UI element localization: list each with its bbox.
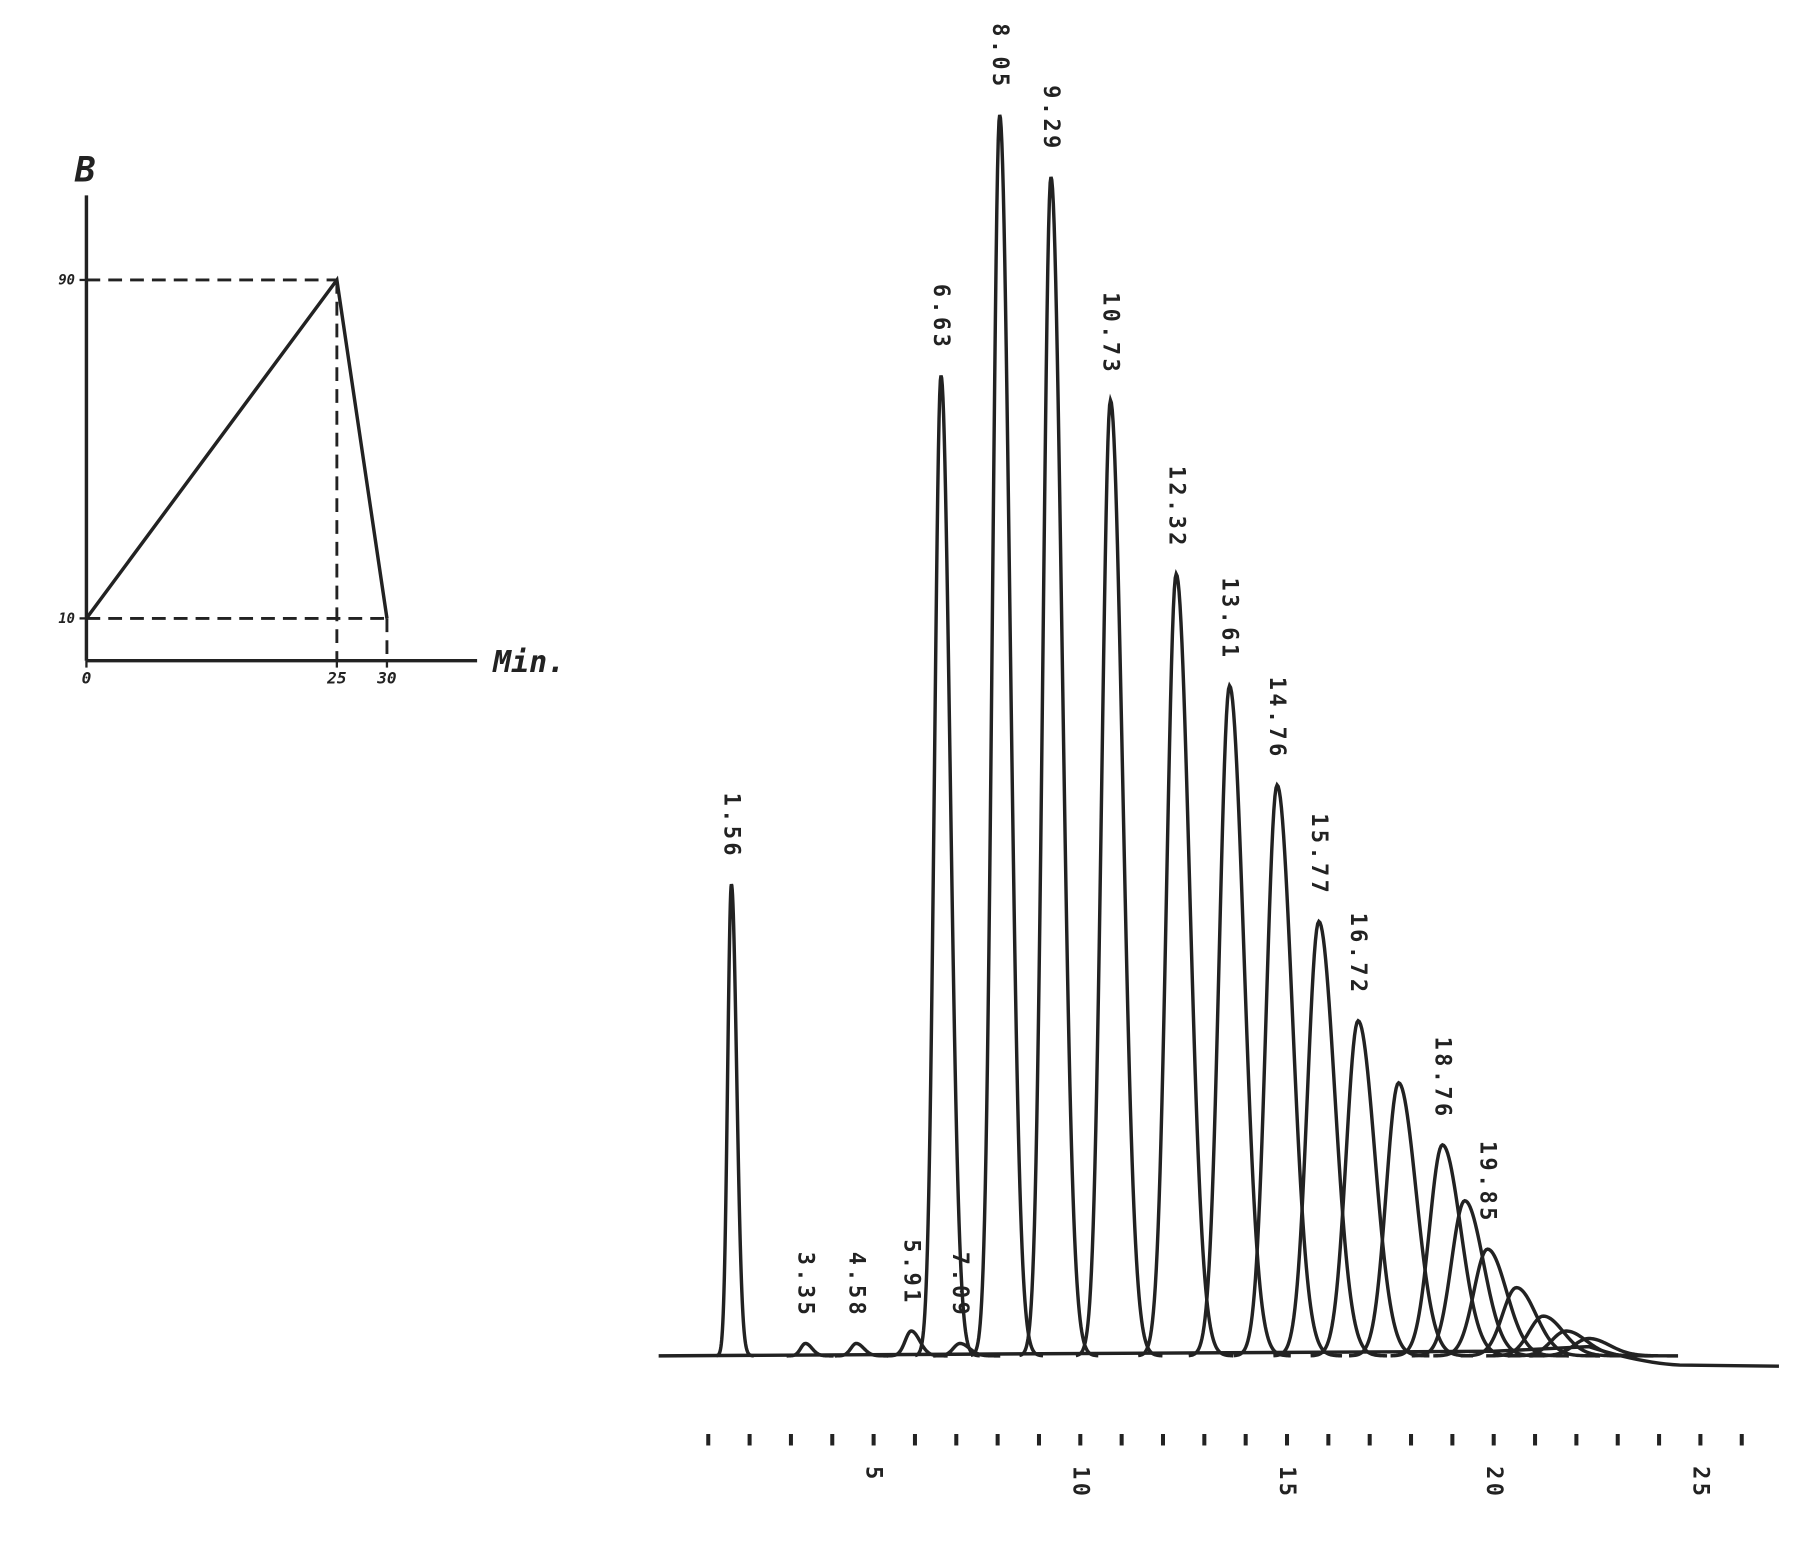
- peak-label: 18.76: [1430, 1037, 1455, 1120]
- baseline: [658, 1344, 1779, 1368]
- peak-label: 19.85: [1475, 1141, 1500, 1224]
- peak-label: 5.91: [898, 1239, 923, 1305]
- gradient-line: [85, 275, 389, 620]
- peak: [1486, 1314, 1630, 1358]
- x-tick-label: 15: [1274, 1466, 1299, 1499]
- peak: [914, 375, 980, 1358]
- y-tick-label: 10: [58, 611, 75, 627]
- peak-label: 7.09: [947, 1252, 972, 1318]
- peak: [716, 883, 754, 1358]
- peak: [1273, 918, 1388, 1358]
- peak: [1019, 176, 1099, 1358]
- x-tick-label: 0: [82, 669, 92, 688]
- peak-label: 8.05: [987, 23, 1012, 89]
- peak-label: 10.73: [1098, 292, 1123, 375]
- peak: [1137, 568, 1234, 1358]
- peak-label: 16.72: [1345, 913, 1370, 996]
- x-tick-label: 25: [326, 669, 347, 688]
- peak: [786, 1341, 834, 1358]
- peak-label: 12.32: [1163, 466, 1188, 549]
- x-tick-label: 10: [1067, 1466, 1092, 1499]
- peak-label: 14.76: [1264, 677, 1289, 760]
- y-tick-label: 90: [58, 273, 75, 289]
- peak-label: 4.58: [843, 1252, 868, 1318]
- x-tick-label: 30: [376, 669, 396, 688]
- peak: [1075, 393, 1163, 1358]
- peak: [1188, 681, 1291, 1358]
- x-tick-label: 25: [1688, 1466, 1713, 1499]
- peak: [1529, 1336, 1679, 1358]
- peak: [1310, 1018, 1430, 1358]
- x-axis-label: Min.: [492, 645, 565, 680]
- peak: [933, 1341, 1001, 1358]
- peak: [970, 114, 1044, 1358]
- peak-label: 13.61: [1217, 578, 1242, 661]
- peak: [1348, 1080, 1474, 1358]
- peak: [1460, 1285, 1601, 1358]
- y-axis-label: B: [74, 151, 96, 191]
- peak-label: 1.56: [719, 793, 744, 859]
- peak-label: 9.29: [1038, 85, 1063, 151]
- peak: [886, 1329, 948, 1358]
- x-tick-label: 5: [861, 1466, 886, 1483]
- peak-label: 15.77: [1306, 813, 1331, 896]
- peak: [834, 1341, 889, 1358]
- peak-label: 6.63: [928, 284, 953, 350]
- peak-label: 3.35: [793, 1252, 818, 1318]
- x-tick-label: 20: [1481, 1466, 1506, 1499]
